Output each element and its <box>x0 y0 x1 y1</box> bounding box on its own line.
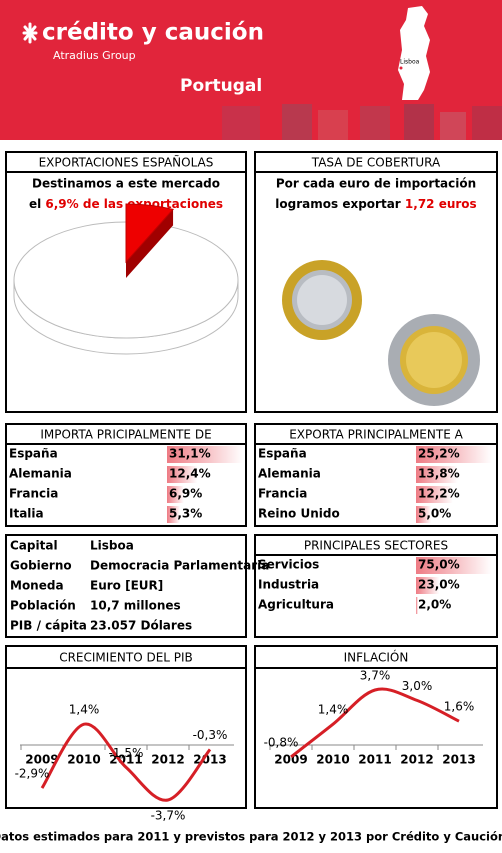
bar <box>167 506 180 523</box>
pie-caption: Destinamos a este mercado <box>32 177 220 191</box>
cobertura-highlight: 1,72 euros <box>405 197 477 211</box>
bar-category: España <box>9 447 58 461</box>
pie-slice <box>125 203 174 264</box>
info-label: Moneda <box>10 579 64 593</box>
panel-title: INFLACIÓN <box>344 650 409 665</box>
bar <box>416 577 440 594</box>
bar-value: 6,9% <box>169 487 202 501</box>
bar <box>416 466 458 483</box>
value-label: 1,4% <box>318 703 349 717</box>
bar-value: 75,0% <box>418 558 460 572</box>
x-tick-label: 2012 <box>151 753 184 767</box>
cobertura-text: logramos exportar <box>275 197 400 211</box>
value-label: -0,3% <box>193 728 228 742</box>
bar <box>167 446 243 463</box>
map <box>398 6 430 100</box>
map-dot <box>399 66 403 70</box>
panel-title: EXPORTA PRINCIPALMENTE A <box>289 428 463 442</box>
bar-category: Francia <box>9 487 58 501</box>
bar-category: Francia <box>258 487 307 501</box>
bar-category: Reino Unido <box>258 507 340 521</box>
panel <box>5 151 247 413</box>
line <box>290 687 460 759</box>
info-label: Capital <box>10 539 58 553</box>
info-value: 23.057 Dólares <box>90 619 192 633</box>
cobertura-caption: Por cada euro de importación <box>276 177 476 191</box>
bar-category: Servicios <box>258 558 319 572</box>
bar-category: España <box>258 447 307 461</box>
value-label: 3,7% <box>360 669 391 683</box>
info-label: PIB / cápita <box>10 619 87 633</box>
bar-value: 31,1% <box>169 447 211 461</box>
value-label: -3,7% <box>151 809 186 823</box>
x-tick-label: 2009 <box>25 753 58 767</box>
bar-category: Industria <box>258 578 319 592</box>
panel <box>254 423 498 527</box>
bar-value: 5,3% <box>169 507 202 521</box>
bar-value: 12,2% <box>418 487 460 501</box>
panel-title: TASA DE COBERTURA <box>311 156 441 170</box>
info-value: Democracia Parlamentaria <box>90 559 269 573</box>
bar <box>167 466 198 483</box>
x-tick-label: 2009 <box>274 753 307 767</box>
coins <box>282 260 480 406</box>
info-value: Lisboa <box>90 539 134 553</box>
bar-category: Italia <box>9 507 44 521</box>
x-tick-label: 2010 <box>316 753 349 767</box>
value-label: -2,9% <box>15 767 50 781</box>
pie-caption: el 6,9% de las exportaciones <box>29 197 223 211</box>
panel <box>254 534 498 638</box>
bar <box>416 597 419 614</box>
line <box>40 722 212 802</box>
bar-value: 2,0% <box>418 598 451 612</box>
footer: Datos estimados para 2011 y previstos pa… <box>0 830 502 844</box>
panel-title: EXPORTACIONES ESPAÑOLAS <box>39 155 214 170</box>
x-tick-label: 2010 <box>67 753 100 767</box>
bar-category: Alemania <box>258 467 321 481</box>
pie-slice-side <box>126 209 174 278</box>
x-tick-label: 2013 <box>442 753 475 767</box>
bar-value: 25,2% <box>418 447 460 461</box>
info-value: Euro [EUR] <box>90 579 163 593</box>
brand: crédito y caución <box>42 20 264 46</box>
bar-category: Agricultura <box>258 598 334 612</box>
bar-value: 23,0% <box>418 578 460 592</box>
header-squares <box>222 104 502 140</box>
panel <box>254 151 498 413</box>
x-tick-label: 2012 <box>400 753 433 767</box>
cobertura-caption: logramos exportar 1,72 euros <box>275 197 476 211</box>
panel-title: PRINCIPALES SECTORES <box>304 539 448 553</box>
bar-category: Alemania <box>9 467 72 481</box>
panel <box>5 423 247 527</box>
info-label: Población <box>10 599 76 613</box>
panel-title: CRECIMIENTO DEL PIB <box>59 651 193 665</box>
value-label: -1,5% <box>109 746 144 760</box>
country: Portugal <box>180 76 262 96</box>
value-label: -0,8% <box>264 735 299 749</box>
brand-group: Atradius Group <box>53 49 136 62</box>
value-label: 1,4% <box>69 703 100 717</box>
info-label: Gobierno <box>10 559 72 573</box>
bar <box>167 486 184 503</box>
info-value: 10,7 millones <box>90 599 181 613</box>
pie-slice-group <box>125 203 174 278</box>
panel <box>254 645 498 809</box>
pie-highlight: 6,9% de las exportaciones <box>45 197 223 211</box>
panel <box>5 645 247 809</box>
panel-title: IMPORTA PRICIPALMENTE DE <box>40 428 211 442</box>
x-tick-label: 2011 <box>358 753 391 767</box>
bar-value: 5,0% <box>418 507 451 521</box>
logo-mark <box>22 22 38 44</box>
bar-value: 13,8% <box>418 467 460 481</box>
bar <box>416 506 432 523</box>
value-label: 3,0% <box>402 679 433 693</box>
map-label: Lisboa <box>400 59 420 66</box>
bar <box>416 446 492 463</box>
pie-caption-text: el <box>29 197 41 211</box>
value-label: 1,6% <box>444 700 475 714</box>
bar-value: 12,4% <box>169 467 211 481</box>
bar <box>416 557 492 574</box>
bar <box>416 486 453 503</box>
